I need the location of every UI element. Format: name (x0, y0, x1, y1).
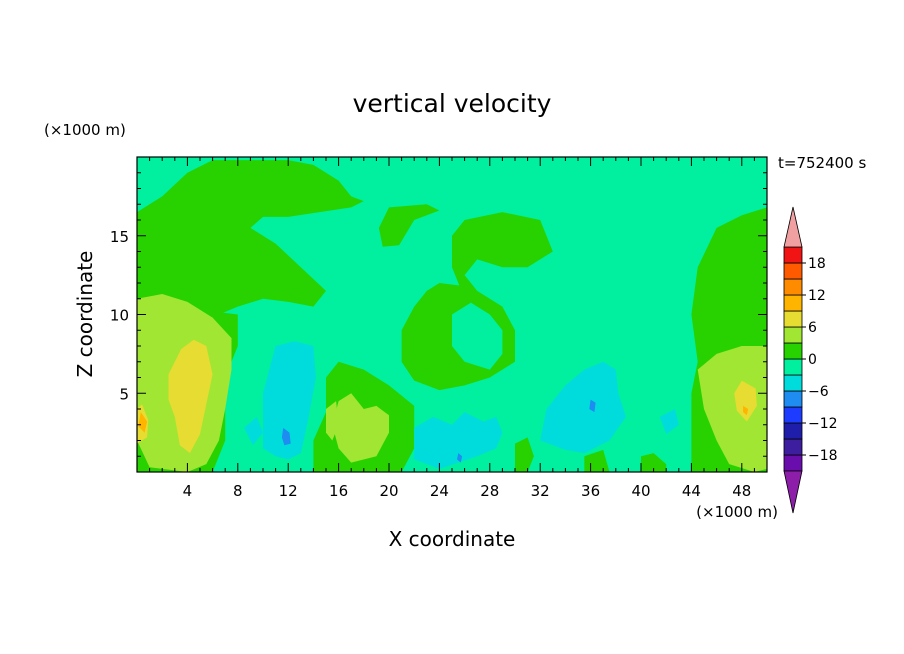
contour-region (332, 393, 389, 463)
colorbar-segment (783, 406, 803, 424)
contour-region (326, 401, 339, 441)
x-tick-label: 24 (430, 482, 449, 500)
x-tick-label: 20 (379, 482, 398, 500)
contour-region (137, 160, 364, 323)
contour-region (138, 412, 148, 433)
y-tick-label: 15 (110, 228, 129, 246)
colorbar-under-arrow (783, 470, 803, 514)
x-tick-label: 48 (732, 482, 751, 500)
contour-region (401, 212, 553, 391)
colorbar-over-arrow (783, 206, 803, 248)
chart-title: vertical velocity (353, 89, 552, 118)
colorbar-segment (783, 358, 803, 376)
x-tick-label: 8 (233, 482, 243, 500)
colorbar-tick-label: −12 (808, 416, 838, 432)
contour-region (589, 399, 596, 413)
y-tick-label: 10 (110, 307, 129, 325)
colorbar-tick-label: 18 (808, 256, 826, 272)
colorbar: −18 −12 −6 0 6 12 18 (783, 206, 838, 514)
colorbar-segment (783, 454, 803, 472)
colorbar-segment (783, 422, 803, 440)
contour-region (263, 341, 316, 460)
colorbar-segment (783, 278, 803, 296)
x-tick-label: 36 (581, 482, 600, 500)
x-tick-label: 40 (631, 482, 650, 500)
time-label: t=752400 s (778, 154, 866, 172)
x-tick-label: 28 (480, 482, 499, 500)
contour-region (697, 346, 767, 472)
colorbar-segment (783, 438, 803, 456)
colorbar-tick-label: 0 (808, 352, 817, 368)
x-unit-label: (×1000 m) (696, 503, 778, 521)
contour-region (540, 361, 626, 454)
contour-region (734, 380, 757, 422)
contour-region (244, 416, 263, 446)
colorbar-segment (783, 262, 803, 280)
y-tick-label: 5 (119, 385, 129, 403)
x-tick-label: 44 (682, 482, 701, 500)
contour-region (414, 412, 503, 469)
contour-region (743, 405, 749, 416)
colorbar-segment (783, 390, 803, 408)
contour-region (378, 204, 440, 247)
colorbar-tick-label: −18 (808, 448, 838, 464)
colorbar-segment (783, 310, 803, 328)
colorbar-tick-label: 6 (808, 320, 817, 336)
x-tick-label: 4 (183, 482, 193, 500)
x-axis-label: X coordinate (389, 527, 516, 551)
colorbar-segment (783, 342, 803, 360)
contour-region (457, 453, 463, 463)
colorbar-tick-label: −6 (808, 384, 829, 400)
contour-region (281, 427, 291, 446)
contour-region (641, 453, 667, 472)
colorbar-segment (783, 374, 803, 392)
x-tick-label: 16 (329, 482, 348, 500)
colorbar-tick-label: 12 (808, 288, 826, 304)
contour-region (659, 409, 679, 435)
x-tick-label: 32 (531, 482, 550, 500)
x-tick-label: 12 (279, 482, 298, 500)
colorbar-segment (783, 246, 803, 264)
contour-region (515, 437, 534, 472)
contour-region (168, 339, 213, 454)
colorbar-segment (783, 294, 803, 312)
y-axis-label: Z coordinate (73, 251, 97, 378)
colorbar-segment (783, 326, 803, 344)
y-unit-label: (×1000 m) (44, 121, 126, 139)
